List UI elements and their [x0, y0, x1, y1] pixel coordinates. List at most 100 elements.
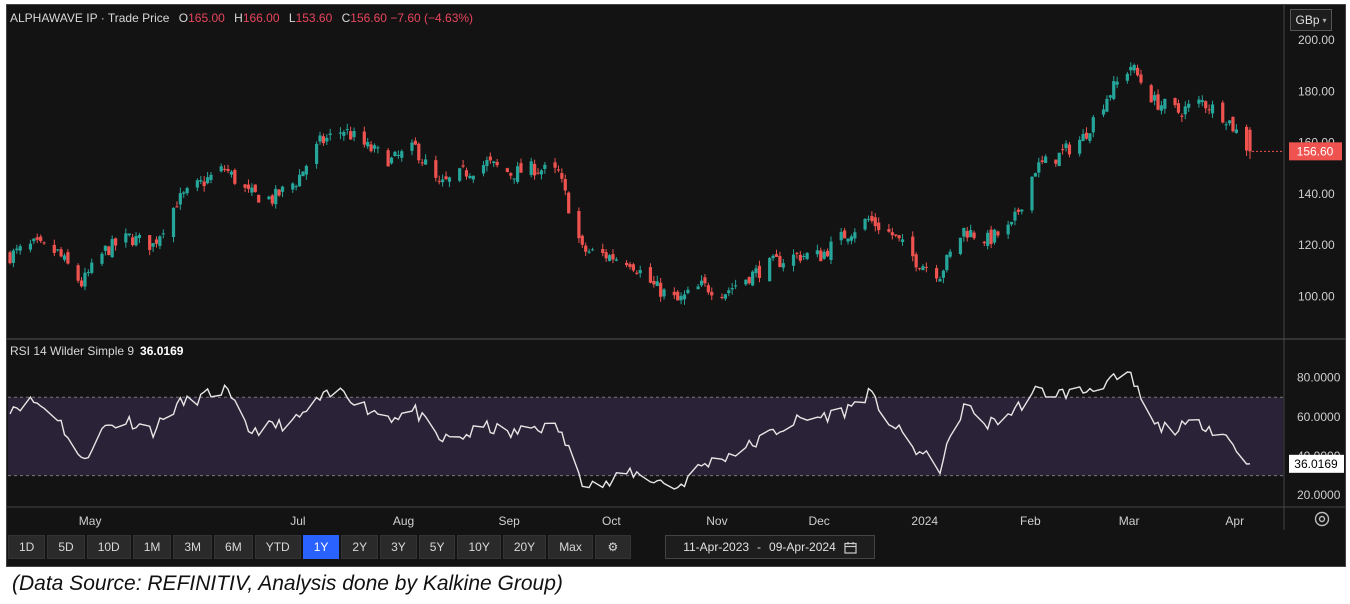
candle-body	[1234, 129, 1238, 133]
range-button-3m[interactable]: 3M	[173, 535, 213, 559]
candle-body	[79, 280, 84, 287]
candle	[250, 183, 254, 196]
range-button-ytd[interactable]: YTD	[254, 535, 301, 559]
range-button-5d[interactable]: 5D	[47, 535, 85, 559]
candle-body	[1057, 152, 1061, 167]
candle	[389, 156, 394, 165]
candle	[328, 128, 332, 141]
candle-body	[1020, 209, 1024, 212]
candle-body	[1197, 99, 1201, 104]
candle-body	[352, 131, 356, 138]
range-button-10y[interactable]: 10Y	[457, 535, 501, 559]
candle-body	[676, 291, 680, 301]
range-button-10d[interactable]: 10D	[86, 535, 131, 559]
candle-body	[1153, 95, 1157, 101]
candle-body	[706, 285, 710, 293]
candle	[1037, 157, 1041, 178]
candle-body	[1061, 149, 1065, 151]
last-price-label: 156.60	[1297, 144, 1334, 158]
candle-body	[205, 177, 210, 184]
candle	[757, 260, 762, 283]
gear-icon[interactable]	[1313, 510, 1331, 528]
candle-body	[822, 251, 826, 259]
candle-body	[444, 176, 448, 180]
candle	[1013, 207, 1017, 226]
candle-body	[631, 264, 636, 271]
candle-body	[751, 271, 755, 286]
range-button-5y[interactable]: 5Y	[418, 535, 456, 559]
range-button-20y[interactable]: 20Y	[502, 535, 547, 559]
candle	[672, 287, 676, 300]
candle	[413, 137, 417, 146]
date-range-picker[interactable]: 11-Apr-2023 - 09-Apr-2024	[665, 535, 875, 559]
range-button-2y[interactable]: 2Y	[341, 535, 379, 559]
currency-select[interactable]: GBp ▾	[1290, 9, 1332, 31]
candle	[512, 178, 516, 184]
candle	[505, 167, 509, 173]
candle	[274, 185, 278, 209]
candle-body	[154, 239, 159, 244]
candle	[655, 275, 659, 287]
candle-body	[468, 175, 472, 178]
candle	[604, 248, 608, 262]
candle-body	[1187, 103, 1191, 108]
candle-body	[1081, 133, 1085, 142]
candle-body	[410, 142, 414, 151]
candle-body	[297, 174, 302, 187]
range-button-1y[interactable]: 1Y	[302, 535, 340, 559]
candle-body	[267, 196, 271, 200]
candle	[1129, 62, 1133, 76]
range-button-max[interactable]: Max	[548, 535, 593, 559]
candle	[751, 270, 755, 287]
candle	[863, 217, 867, 232]
candle	[1210, 100, 1215, 118]
range-button-1d[interactable]: 1D	[8, 535, 46, 559]
candle-body	[202, 181, 206, 187]
candle	[815, 244, 819, 258]
candle-body	[682, 294, 687, 300]
candle-body	[420, 162, 424, 164]
candle-body	[185, 188, 189, 194]
candle-body	[754, 268, 758, 274]
candle-body	[1221, 102, 1225, 123]
candle	[410, 139, 414, 156]
candle	[723, 293, 727, 301]
candle	[321, 133, 326, 146]
range-settings-gear-icon[interactable]: ⚙	[594, 535, 631, 559]
candle	[587, 248, 591, 254]
candle	[989, 225, 993, 249]
candle-body	[393, 151, 397, 157]
candle	[734, 279, 738, 290]
candle-body	[1176, 103, 1181, 113]
candle-body	[720, 296, 724, 298]
candle-body	[1224, 124, 1228, 126]
candle-body	[1006, 224, 1010, 235]
candle-body	[1101, 109, 1106, 115]
candle-body	[553, 162, 557, 168]
candle	[223, 165, 227, 173]
candle	[1030, 175, 1034, 214]
candle-body	[277, 189, 281, 196]
candle	[1088, 133, 1092, 144]
candle-body	[1016, 209, 1020, 212]
candle-body	[512, 178, 516, 180]
high-value: 166.00	[242, 11, 280, 25]
candle-body	[723, 294, 727, 299]
candle	[1061, 144, 1065, 155]
candle	[420, 158, 424, 167]
range-button-6m[interactable]: 6M	[214, 535, 253, 559]
range-button-1m[interactable]: 1M	[132, 535, 172, 559]
candle-body	[246, 184, 251, 189]
candle	[1009, 221, 1014, 227]
range-button-3y[interactable]: 3Y	[380, 535, 417, 559]
candle-body	[291, 183, 295, 190]
candle	[730, 282, 734, 295]
candle-body	[672, 291, 676, 296]
candle-body	[396, 154, 400, 156]
candle	[219, 163, 223, 173]
candle	[1180, 113, 1184, 123]
candle	[1159, 100, 1164, 115]
candle-body	[628, 264, 632, 267]
candle	[992, 228, 997, 245]
